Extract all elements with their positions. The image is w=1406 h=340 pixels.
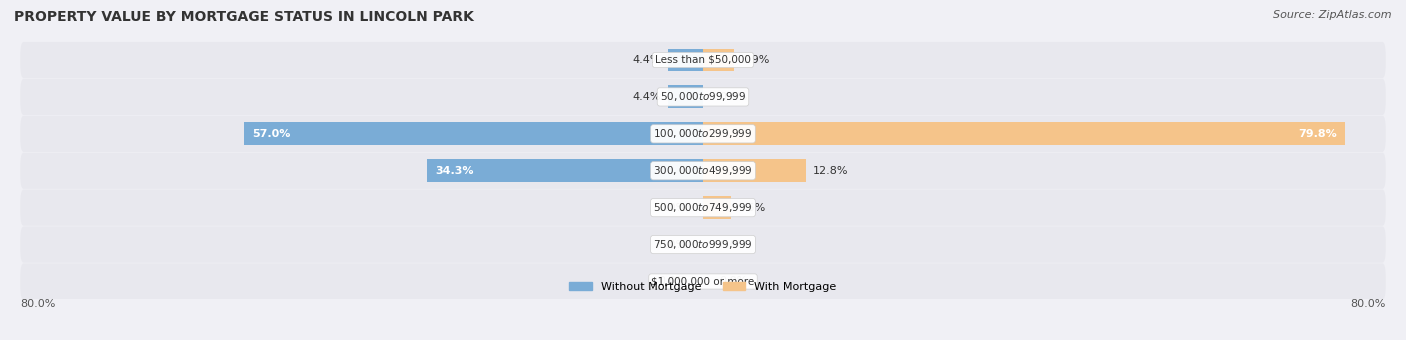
Text: 4.4%: 4.4% xyxy=(633,55,661,65)
Text: Less than $50,000: Less than $50,000 xyxy=(655,55,751,65)
FancyBboxPatch shape xyxy=(20,153,1386,189)
Text: $750,000 to $999,999: $750,000 to $999,999 xyxy=(654,238,752,251)
Legend: Without Mortgage, With Mortgage: Without Mortgage, With Mortgage xyxy=(565,277,841,296)
Text: 12.8%: 12.8% xyxy=(813,166,848,176)
Text: 3.5%: 3.5% xyxy=(738,203,766,212)
Bar xyxy=(668,49,703,71)
FancyBboxPatch shape xyxy=(20,264,1386,300)
Text: 34.3%: 34.3% xyxy=(434,166,474,176)
FancyBboxPatch shape xyxy=(20,190,1386,226)
Text: 3.9%: 3.9% xyxy=(741,55,769,65)
Text: 0.0%: 0.0% xyxy=(718,240,748,250)
Bar xyxy=(703,49,734,71)
Text: $50,000 to $99,999: $50,000 to $99,999 xyxy=(659,90,747,103)
Text: 0.0%: 0.0% xyxy=(718,92,748,102)
FancyBboxPatch shape xyxy=(20,226,1386,263)
Text: 79.8%: 79.8% xyxy=(1299,129,1337,139)
Bar xyxy=(703,196,731,219)
Text: Source: ZipAtlas.com: Source: ZipAtlas.com xyxy=(1274,10,1392,20)
Bar xyxy=(668,85,703,108)
FancyBboxPatch shape xyxy=(20,116,1386,152)
Text: 0.0%: 0.0% xyxy=(718,276,748,287)
Bar xyxy=(427,159,703,182)
Text: $1,000,000 or more: $1,000,000 or more xyxy=(651,276,755,287)
Bar xyxy=(703,159,806,182)
Text: $100,000 to $299,999: $100,000 to $299,999 xyxy=(654,127,752,140)
FancyBboxPatch shape xyxy=(20,42,1386,78)
Text: 80.0%: 80.0% xyxy=(1350,299,1385,309)
Text: 0.0%: 0.0% xyxy=(658,276,688,287)
FancyBboxPatch shape xyxy=(20,79,1386,115)
Text: 57.0%: 57.0% xyxy=(252,129,291,139)
Text: 0.0%: 0.0% xyxy=(658,203,688,212)
Text: PROPERTY VALUE BY MORTGAGE STATUS IN LINCOLN PARK: PROPERTY VALUE BY MORTGAGE STATUS IN LIN… xyxy=(14,10,474,24)
Bar xyxy=(703,122,1346,145)
Text: 0.0%: 0.0% xyxy=(658,240,688,250)
Text: 80.0%: 80.0% xyxy=(21,299,56,309)
Bar xyxy=(245,122,703,145)
Text: $500,000 to $749,999: $500,000 to $749,999 xyxy=(654,201,752,214)
Text: $300,000 to $499,999: $300,000 to $499,999 xyxy=(654,164,752,177)
Text: 4.4%: 4.4% xyxy=(633,92,661,102)
